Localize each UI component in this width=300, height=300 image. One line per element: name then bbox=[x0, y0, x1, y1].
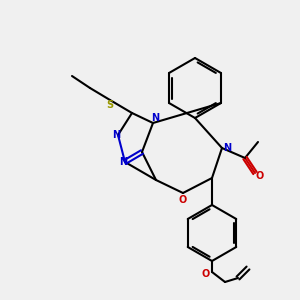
Text: O: O bbox=[202, 269, 210, 279]
Text: N: N bbox=[119, 157, 127, 167]
Text: O: O bbox=[179, 195, 187, 205]
Text: N: N bbox=[151, 113, 159, 123]
Text: S: S bbox=[106, 100, 114, 110]
Text: N: N bbox=[223, 143, 231, 153]
Text: N: N bbox=[112, 130, 120, 140]
Text: O: O bbox=[256, 171, 264, 181]
